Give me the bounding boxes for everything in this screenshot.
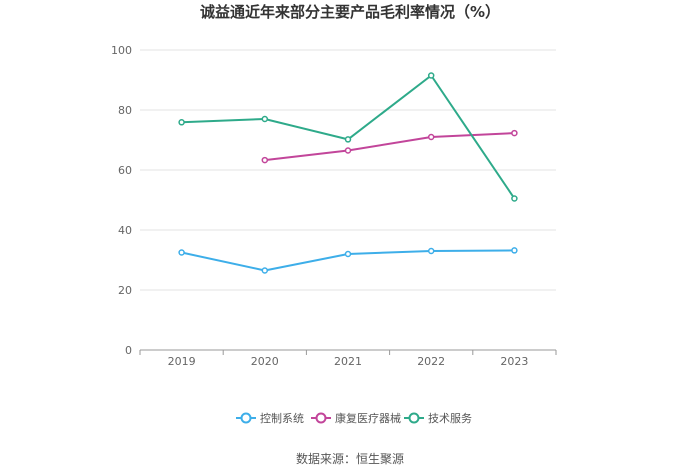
y-tick-label: 0 bbox=[125, 344, 132, 357]
data-point bbox=[261, 267, 269, 274]
x-tick-label: 2020 bbox=[251, 355, 279, 368]
x-axis: 2019 2020 2021 2022 2023 bbox=[139, 349, 557, 368]
data-point bbox=[427, 133, 435, 141]
chart-title: 诚益通近年来部分主要产品毛利率情况（%） bbox=[200, 3, 500, 21]
data-point bbox=[344, 250, 352, 258]
data-source-note: 数据来源：恒生聚源 bbox=[296, 451, 404, 466]
data-point bbox=[511, 195, 518, 202]
series-line bbox=[264, 132, 515, 162]
data-point bbox=[427, 247, 435, 255]
legend-marker bbox=[240, 412, 252, 424]
series-2 bbox=[261, 129, 518, 164]
data-point bbox=[427, 72, 435, 79]
x-tick-label: 2021 bbox=[334, 355, 362, 368]
data-point bbox=[178, 249, 185, 256]
y-axis-ticks: 0 20 40 60 80 100 bbox=[111, 44, 132, 357]
data-point bbox=[344, 147, 352, 154]
series-1 bbox=[178, 247, 518, 274]
data-point bbox=[511, 129, 518, 137]
grid-lines bbox=[140, 49, 556, 291]
legend-item-1[interactable]: 控制系统 bbox=[236, 411, 304, 425]
legend-marker bbox=[315, 412, 327, 424]
y-tick-label: 60 bbox=[118, 164, 132, 177]
x-tick-label: 2022 bbox=[417, 355, 445, 368]
legend-label: 技术服务 bbox=[428, 412, 472, 425]
series-group bbox=[178, 72, 518, 274]
data-point bbox=[261, 115, 269, 123]
legend-label: 控制系统 bbox=[260, 411, 304, 425]
legend-item-2[interactable]: 康复医疗器械 bbox=[311, 411, 401, 425]
x-tick-label: 2023 bbox=[500, 355, 528, 368]
legend-label: 康复医疗器械 bbox=[335, 411, 401, 425]
series-3 bbox=[178, 72, 518, 202]
y-tick-label: 80 bbox=[118, 104, 132, 117]
legend-marker bbox=[408, 412, 420, 424]
legend-item-3[interactable]: 技术服务 bbox=[404, 412, 472, 425]
y-tick-label: 40 bbox=[118, 224, 132, 237]
y-tick-label: 100 bbox=[111, 44, 132, 57]
data-point bbox=[261, 156, 269, 164]
x-tick-label: 2019 bbox=[168, 355, 196, 368]
y-tick-label: 20 bbox=[118, 284, 132, 297]
data-point bbox=[511, 247, 518, 254]
data-point bbox=[178, 119, 185, 126]
legend: 控制系统 康复医疗器械 技术服务 bbox=[236, 411, 472, 425]
data-point bbox=[344, 136, 352, 143]
